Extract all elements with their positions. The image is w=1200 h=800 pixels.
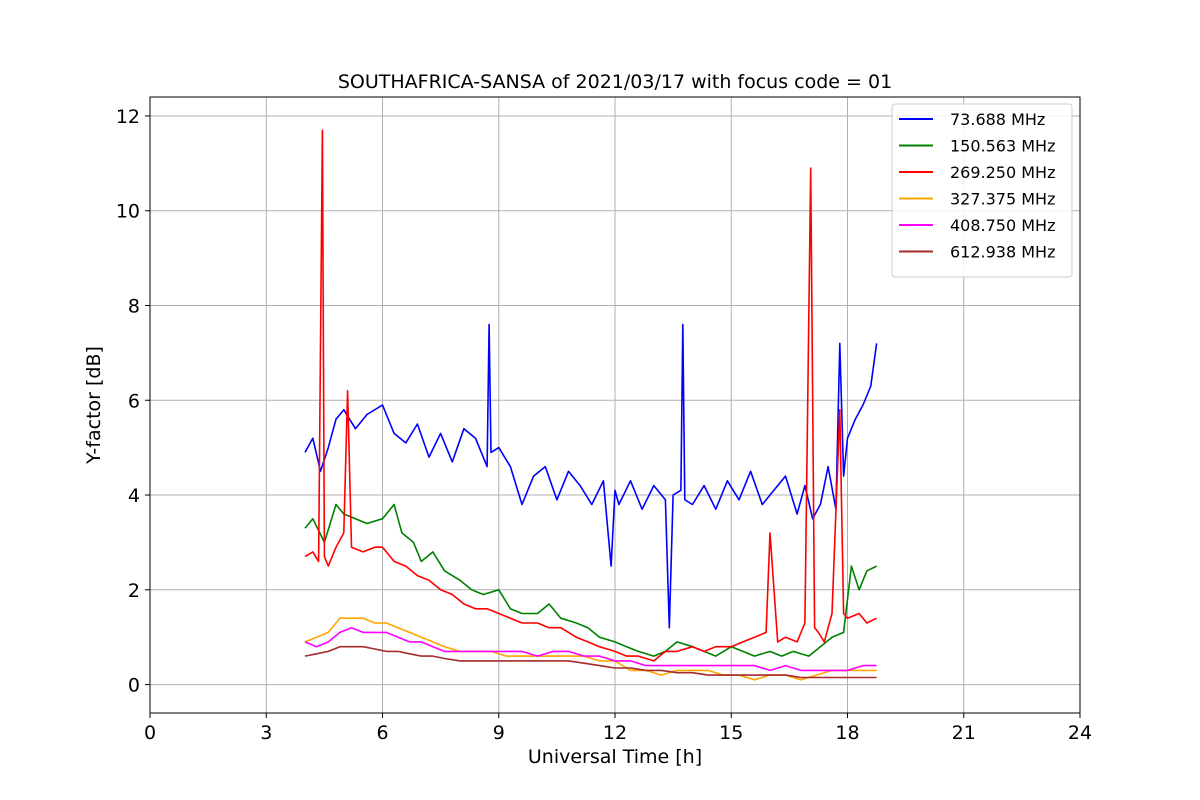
legend: 73.688 MHz 150.563 MHz 269.250 MHz 327.375 …	[891, 103, 1073, 278]
y-tick-label: 12	[116, 106, 140, 128]
y-axis: 0 2 4 6 8 10 12	[116, 106, 150, 697]
legend-label: 408.750 MHz	[950, 216, 1055, 235]
y-tick-label: 4	[128, 485, 140, 507]
legend-label: 150.563 MHz	[950, 137, 1055, 156]
x-tick-label: 15	[719, 722, 743, 744]
x-tick-label: 9	[493, 722, 505, 744]
x-axis-title: Universal Time [h]	[528, 746, 702, 768]
x-tick-label: 12	[603, 722, 627, 744]
y-tick-label: 8	[128, 295, 140, 317]
y-tick-label: 2	[128, 580, 140, 602]
y-tick-label: 10	[116, 201, 140, 223]
legend-box	[891, 103, 1073, 278]
x-tick-label: 3	[260, 722, 272, 744]
x-tick-label: 21	[952, 722, 976, 744]
series-line-5	[304, 645, 877, 679]
legend-label: 612.938 MHz	[950, 243, 1055, 262]
y-axis-title: Y-factor [dB]	[83, 346, 105, 465]
legend-label: 327.375 MHz	[950, 190, 1055, 209]
chart-title: SOUTHAFRICA-SANSA of 2021/03/17 with foc…	[338, 71, 892, 93]
series-line-2	[304, 129, 877, 662]
legend-label: 269.250 MHz	[950, 163, 1055, 182]
y-tick-label: 6	[128, 390, 140, 412]
x-tick-label: 24	[1068, 722, 1092, 744]
x-axis: 0 3 6 9 12 15 18 21 24	[144, 713, 1092, 744]
x-tick-label: 18	[835, 722, 859, 744]
x-tick-label: 6	[376, 722, 388, 744]
legend-label: 73.688 MHz	[950, 110, 1045, 129]
x-tick-label: 0	[144, 722, 156, 744]
series-line-1	[304, 503, 877, 657]
series-group	[304, 129, 878, 681]
series-line-0	[304, 323, 878, 629]
y-tick-label: 0	[128, 675, 140, 697]
series-line-4	[304, 626, 877, 672]
